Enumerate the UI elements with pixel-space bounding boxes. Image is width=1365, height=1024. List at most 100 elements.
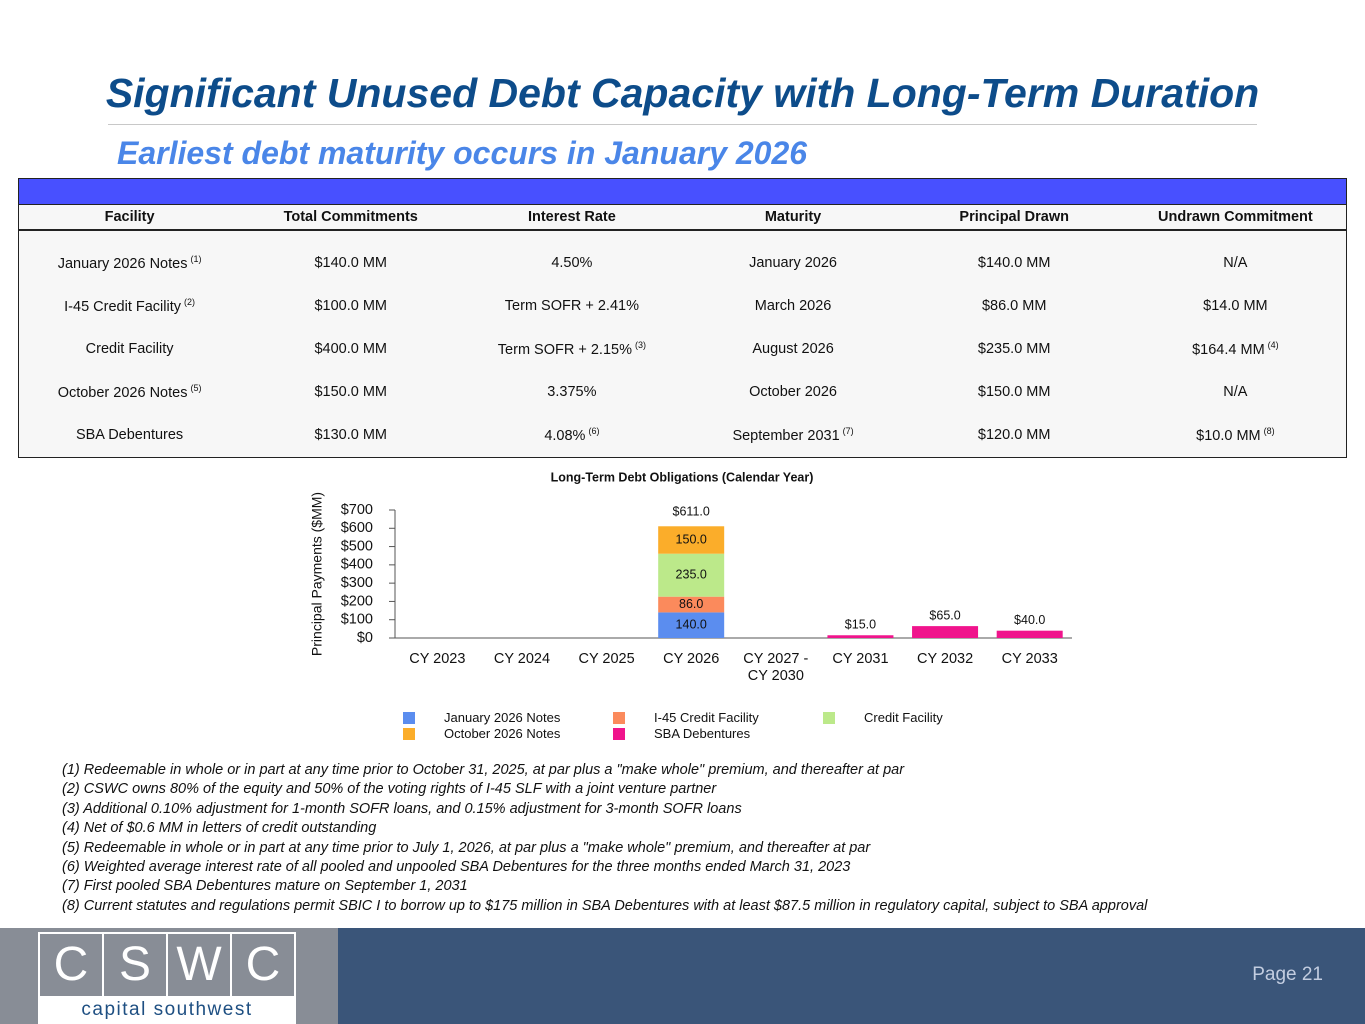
table-cell: January 2026 [682,241,903,284]
footnote: (6) Weighted average interest rate of al… [62,858,851,875]
y-tick-label: $0 [357,630,373,646]
bar-segment [658,526,725,554]
bar-segment [658,553,725,597]
table-cell: $140.0 MM [904,241,1125,284]
legend-text: Credit Facility [864,710,943,725]
data-label: $15.0 [845,618,876,632]
cell-text: January 2026 Notes [57,255,188,272]
column-header: Principal Drawn [903,205,1125,231]
table-cell: March 2026 [682,284,903,327]
cell-text: January 2026 [749,254,837,271]
y-tick-label: $700 [341,502,373,518]
footnote-ref: (1) [190,253,202,264]
data-label: 86.0 [679,597,703,611]
cell-text: $100.0 MM [314,297,387,314]
x-tick-label: CY 2023 [409,651,466,667]
column-header: Total Commitments [240,205,462,231]
table: Facility Total Commitments Interest Rate Ma… [19,205,1346,456]
table-cell: Term SOFR + 2.41% [461,284,682,327]
table-cell: SBA Debentures [19,413,240,456]
cell-text: 4.08% [544,427,586,444]
cell-text: N/A [1223,254,1248,271]
table-row: October 2026 Notes (5) $150.0 MM 3.375% Octo… [19,370,1346,413]
column-header: Undrawn Commitment [1124,205,1346,231]
table-cell: $235.0 MM [904,327,1125,370]
table-cell: $10.0 MM (8) [1125,413,1346,456]
cell-text: $86.0 MM [981,297,1047,314]
table-cell: September 2031 (7) [682,413,903,456]
data-label: $65.0 [929,608,960,622]
table-cell: October 2026 Notes (5) [19,370,240,413]
table-cell: 3.375% [461,370,682,413]
table-row: I-45 Credit Facility (2) $100.0 MM Term SOF… [19,284,1346,327]
table-cell: Term SOFR + 2.15% (3) [461,327,682,370]
title-rule [108,124,1257,125]
header-row: Facility Total Commitments Interest Rate Ma… [19,205,1346,231]
logo-letter: C [245,938,281,991]
footnote: (5) Redeemable in whole or in part at an… [62,839,871,856]
cell-text: March 2026 [754,297,832,314]
bar-segment [658,612,725,638]
cell-text: $140.0 MM [977,254,1051,271]
footnote-ref: (7) [842,425,854,436]
table-cell: October 2026 [682,370,903,413]
data-label: $40.0 [1014,613,1045,627]
footnote-ref: (3) [634,339,646,350]
table-cell: $164.4 MM (4) [1125,327,1346,370]
cell-text: $120.0 MM [977,426,1051,443]
footnote-ref: (2) [184,296,195,307]
bar-segment [912,626,979,638]
bar-segment [658,596,725,613]
cell-text: I-45 Credit Facility [64,298,181,315]
table-row: Credit Facility $400.0 MM Term SOFR + 2.15… [19,327,1346,370]
legend-swatch [613,712,625,724]
table-cell: $100.0 MM [240,284,461,327]
table-cell: 4.08% (6) [461,413,682,456]
table-cell: $14.0 MM [1125,284,1346,327]
table-cell: 4.50% [461,241,682,284]
cell-text: $10.0 MM [1196,427,1261,444]
footnote: (3) Additional 0.10% adjustment for 1-mo… [62,800,742,817]
cell-text: $130.0 MM [314,426,387,443]
cell-text: N/A [1223,383,1248,400]
table-cell: I-45 Credit Facility (2) [19,284,240,327]
legend-text: I-45 Credit Facility [654,710,759,725]
table-cell: January 2026 Notes (1) [19,241,240,284]
legend-text: October 2026 Notes [444,726,561,741]
footnote-ref: (6) [588,425,600,436]
table-cell: $400.0 MM [240,327,461,370]
cell-text: $150.0 MM [314,383,387,400]
y-tick-label: $100 [341,612,373,628]
table-cell: N/A [1125,241,1346,284]
table-cell: $150.0 MM [904,370,1125,413]
legend-text: SBA Debentures [654,726,751,741]
table-cell: N/A [1125,370,1346,413]
y-tick-label: $400 [341,557,373,573]
column-header: Maturity [682,205,904,231]
cell-text: $140.0 MM [314,254,387,271]
footnotes: (1) Redeemable in whole or in part at an… [62,761,1147,916]
slide-title: Significant Unused Debt Capacity with Lo… [105,70,1260,116]
footnote-ref: (5) [190,382,202,393]
table-row: SBA Debentures $130.0 MM 4.08% (6) September… [19,413,1346,456]
logo-letter: C [40,934,104,996]
data-label: 150.0 [676,532,707,546]
table-cell: $120.0 MM [904,413,1125,456]
chart-title: Long-Term Debt Obligations (Calendar Yea… [551,470,814,484]
x-tick-label: CY 2032 [916,651,974,667]
cell-text: $164.4 MM [1192,341,1265,358]
legend-text: January 2026 Notes [444,710,561,725]
footnote: (1) Redeemable in whole or in part at an… [62,762,905,778]
x-tick-label: CY 2027 - CY 2030 [743,651,809,684]
cell-text: $150.0 MM [977,383,1051,400]
cell-text: October 2026 [749,383,837,400]
column-header: Facility [19,205,241,231]
table-cell: Credit Facility [19,327,240,370]
x-tick-label: CY 2026 [663,651,720,667]
footnote: (4) Net of $0.6 MM in letters of credit … [62,820,377,837]
cell-text: $235.0 MM [977,340,1051,357]
